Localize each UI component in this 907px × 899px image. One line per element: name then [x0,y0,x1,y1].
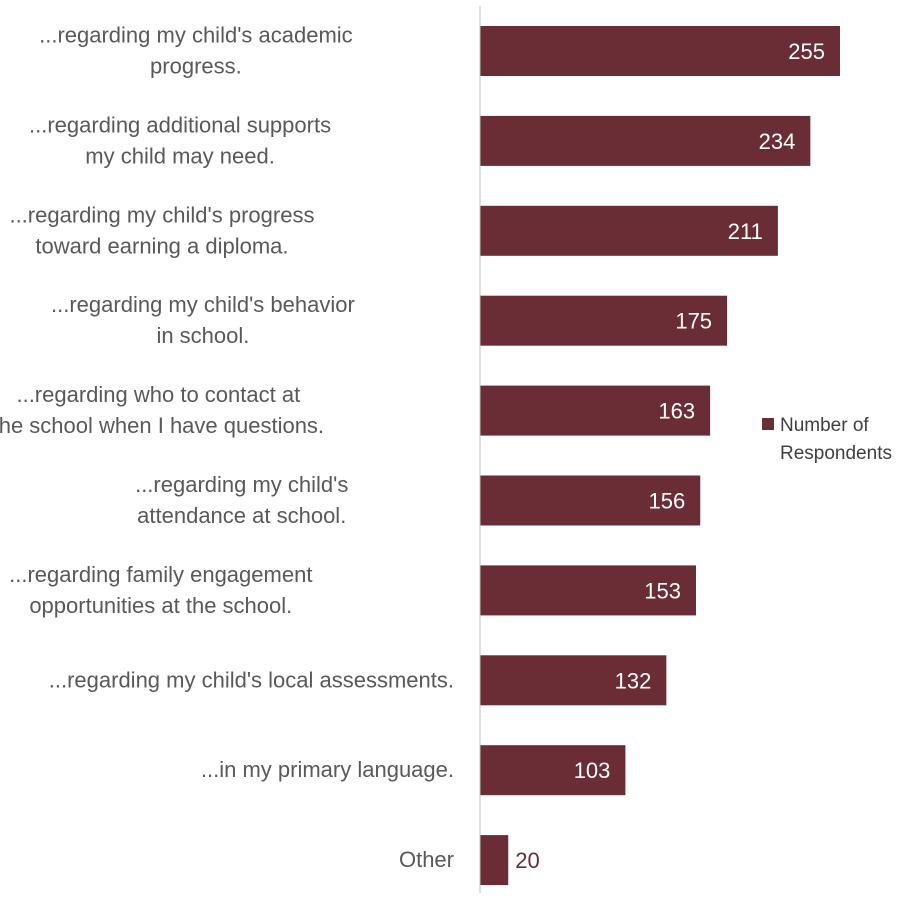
category-label: ...in my primary language. [201,757,454,782]
bar [480,295,728,346]
bar [480,745,626,796]
category-label-line: attendance at school. [137,503,346,528]
bar [480,115,811,166]
bar-value-label: 20 [515,848,539,873]
bar-value-label: 234 [759,129,796,154]
category-label: ...regarding family engagement opportunit… [9,562,312,618]
category-label-line: ...in my primary language. [201,757,454,782]
category-label-line: progress. [150,54,242,79]
bar [480,205,778,256]
category-label: ...regarding my child's behavior in schoo… [51,292,355,348]
bar-value-label: 156 [649,489,686,514]
category-label: ...regarding additional supports my child… [29,112,331,168]
category-label: ...regarding my child's progress toward e… [9,202,314,258]
bars-group [480,26,840,886]
value-labels-group: 255 234 211 175 163 156 153 132 103 20 [515,39,825,873]
bar-value-label: 255 [788,39,825,64]
category-label: ...regarding my child's academic progress… [39,23,353,79]
legend-label-line: Number of [780,415,869,436]
bar [480,385,711,436]
category-label: ...regarding my child's attendance at sch… [135,472,348,528]
bar [480,835,509,886]
category-label-line: the school when I have questions. [0,413,324,438]
category-label-line: Other [399,847,454,872]
legend-label-line: Respondents [780,443,892,464]
bar-value-label: 153 [644,578,681,603]
category-label-line: in school. [156,323,249,348]
bar-value-label: 163 [658,399,695,424]
bar [480,565,696,616]
category-label-line: ...regarding my child's behavior [51,292,355,317]
bar [480,26,840,76]
category-label-line: my child may need. [85,143,275,168]
category-label-line: opportunities at the school. [29,593,292,618]
bar [480,475,701,526]
legend-swatch [762,418,774,430]
bar-value-label: 132 [615,668,652,693]
legend: Number of Respondents [762,415,892,464]
bar-value-label: 175 [675,309,712,334]
category-label-line: ...regarding my child's [135,472,348,497]
bar-value-label: 211 [728,219,763,244]
legend-label: Number of Respondents [780,415,892,464]
category-label-line: ...regarding my child's progress [9,202,314,227]
category-label-line: toward earning a diploma. [35,233,288,258]
category-label: ...regarding who to contact at the school… [0,382,324,438]
category-label: ...regarding my child's local assessment… [49,667,454,692]
bar [480,655,667,706]
bar-value-label: 103 [574,758,611,783]
category-label-line: ...regarding who to contact at [16,382,300,407]
category-label-line: ...regarding my child's academic [39,23,353,48]
category-label-line: ...regarding additional supports [29,112,331,137]
category-label-line: ...regarding my child's local assessment… [49,667,454,692]
category-label: Other [399,847,454,872]
category-labels-group: ...regarding my child's academic progress… [0,23,454,873]
category-label-line: ...regarding family engagement [9,562,312,587]
